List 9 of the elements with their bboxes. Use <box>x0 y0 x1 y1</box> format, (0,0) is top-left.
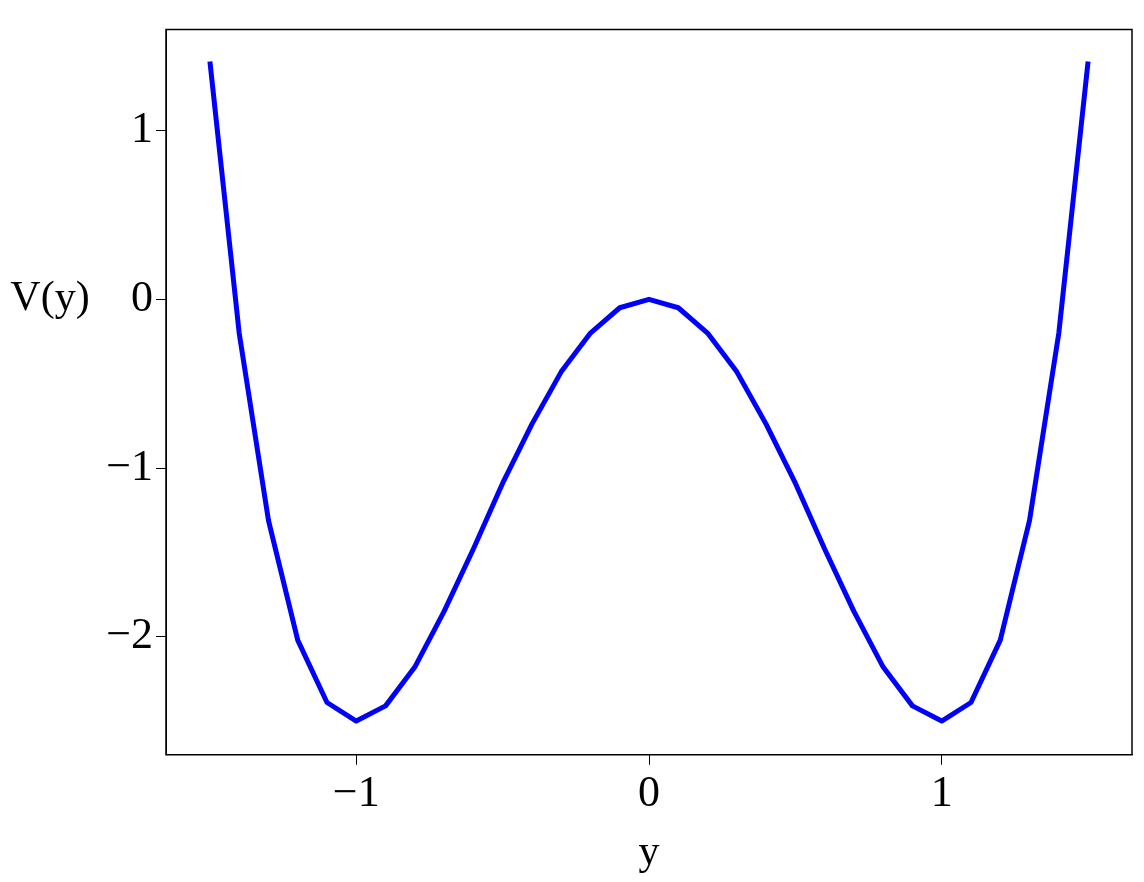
x-tick-label: −1 <box>332 766 380 816</box>
x-tick-label: 0 <box>638 766 660 816</box>
y-tick-label: −1 <box>106 440 153 490</box>
y-axis-title: V(y) <box>10 273 90 321</box>
y-tick-label: 1 <box>131 103 153 153</box>
y-tick-label: −2 <box>106 609 153 659</box>
x-tick-label: 1 <box>930 766 953 816</box>
x-axis-title: y <box>638 826 660 873</box>
y-tick-label: 0 <box>131 271 153 321</box>
